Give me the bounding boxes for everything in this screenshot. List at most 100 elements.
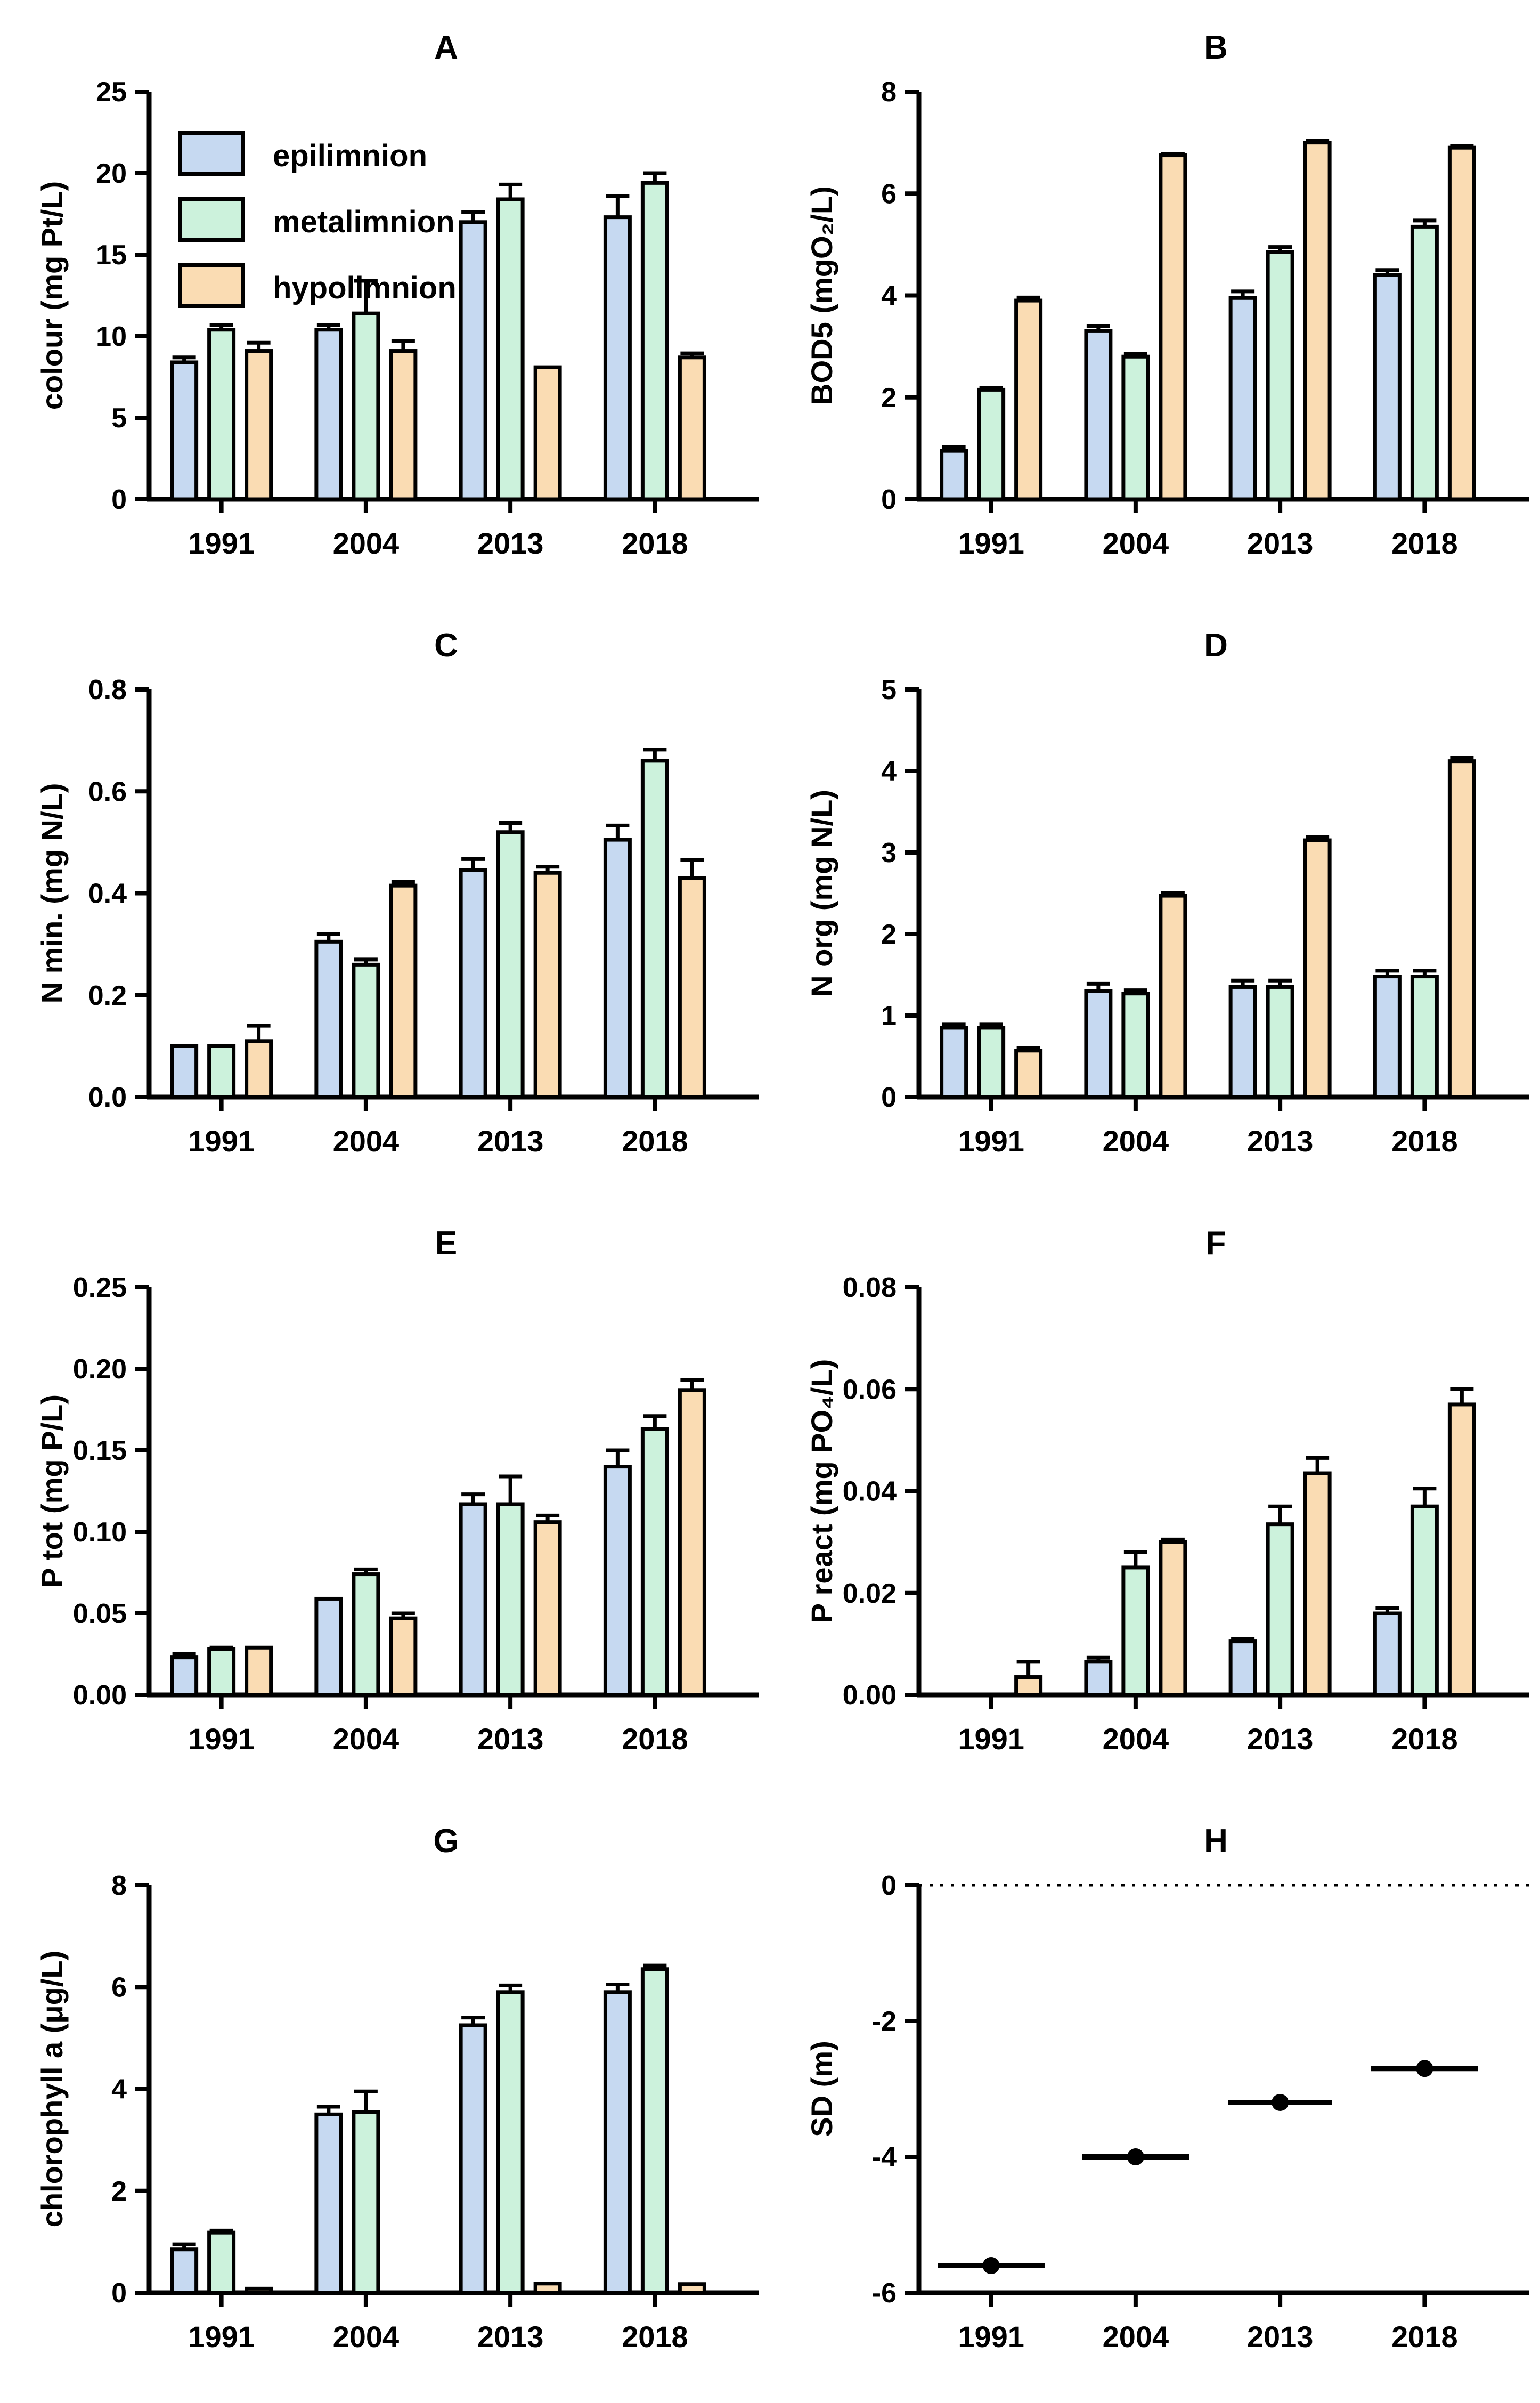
bar-hypolimnion-2018 xyxy=(1447,145,1476,501)
y-tick-label: 0 xyxy=(111,2278,127,2309)
bar-epilimnion-1991 xyxy=(940,449,968,501)
bar-metalimnion-1991 xyxy=(207,2230,236,2295)
x-tick-label: 2004 xyxy=(333,1124,400,1158)
panel-H: H SD (m) 0 -2 -4 -6 1991 2004 2013 2018 xyxy=(794,1805,1540,2403)
y-tick-label: 1 xyxy=(881,1001,897,1032)
panel-B: B BOD5 (mgO₂/L) 0 2 4 6 8 1991 2004 2013 2018 xyxy=(794,12,1540,610)
bar-hypolimnion-1991 xyxy=(1014,1049,1043,1099)
bar-metalimnion-2013 xyxy=(496,830,525,1099)
y-tick-label: 0.00 xyxy=(73,1680,127,1711)
x-tick-label: 2013 xyxy=(1247,2320,1314,2353)
x-tick-label: 2004 xyxy=(333,1722,400,1756)
bar-epilimnion-2018 xyxy=(603,1465,632,1697)
bar-hypolimnion-1991 xyxy=(245,349,273,501)
chart-D: D N org (mg N/L) 0 1 2 3 4 5 1991 2004 2013 2018 xyxy=(805,627,1529,1158)
bar-epilimnion-1991 xyxy=(170,360,199,501)
bar-epilimnion-1991 xyxy=(170,2247,199,2295)
bar-hypolimnion-2013 xyxy=(1303,1471,1332,1697)
bar-epilimnion-2018 xyxy=(1373,1611,1402,1697)
y-tick-label: 15 xyxy=(96,240,127,271)
y-tick-label: 4 xyxy=(881,756,897,787)
data-point-2004 xyxy=(1127,2148,1144,2165)
panel-title-B: B xyxy=(1204,29,1228,66)
bar-metalimnion-2013 xyxy=(1266,985,1294,1099)
x-tick-label: 1991 xyxy=(188,2320,255,2353)
bar-metalimnion-2013 xyxy=(496,197,525,501)
y-tick-label: -6 xyxy=(872,2278,897,2309)
legend-swatch-epilimnion xyxy=(178,131,245,176)
panel-title-D: D xyxy=(1204,627,1228,664)
bar-epilimnion-2004 xyxy=(1084,329,1113,501)
y-axis-label: chlorophyll a (μg/L) xyxy=(35,1951,69,2228)
y-tick-label: 3 xyxy=(881,838,897,868)
chart-H: H SD (m) 0 -2 -4 -6 1991 2004 2013 2018 xyxy=(805,1823,1529,2353)
x-tick-label: 2013 xyxy=(477,1722,544,1756)
y-tick-label: 0.2 xyxy=(88,980,127,1011)
bar-hypolimnion-1991 xyxy=(245,1039,273,1099)
x-tick-label: 2004 xyxy=(1103,526,1169,560)
y-tick-label: 20 xyxy=(96,158,127,189)
y-axis-label: BOD5 (mgO₂/L) xyxy=(805,186,838,405)
x-tick-label: 2018 xyxy=(1391,526,1458,560)
bar-epilimnion-2004 xyxy=(314,1596,343,1697)
bar-epilimnion-2013 xyxy=(1228,1639,1257,1697)
panel-F: F P react (mg PO₄/L) 0.00 0.02 0.04 0.06 0.08 1… xyxy=(794,1207,1540,1805)
bar-metalimnion-2004 xyxy=(352,2110,380,2295)
y-tick-label: 0.02 xyxy=(843,1578,897,1609)
x-tick-label: 2018 xyxy=(1391,2320,1458,2353)
y-tick-label: 5 xyxy=(881,675,897,705)
y-tick-label: 8 xyxy=(111,1870,127,1901)
x-tick-label: 1991 xyxy=(958,526,1024,560)
bar-metalimnion-2004 xyxy=(352,1572,380,1697)
y-tick-label: 0.08 xyxy=(843,1272,897,1303)
y-axis-label: N org (mg N/L) xyxy=(805,790,838,997)
x-tick-label: 2018 xyxy=(1391,1722,1458,1756)
x-tick-label: 2013 xyxy=(477,1124,544,1158)
x-tick-label: 2004 xyxy=(1103,1722,1169,1756)
bar-hypolimnion-2004 xyxy=(1159,894,1187,1099)
x-tick-label: 2018 xyxy=(622,1722,688,1756)
bar-hypolimnion-2018 xyxy=(678,2282,706,2295)
x-tick-label: 2004 xyxy=(333,526,400,560)
panel-C: C N min. (mg N/L) 0.0 0.2 0.4 0.6 0.8 1991 2004 2… xyxy=(24,610,794,1207)
bar-metalimnion-2013 xyxy=(496,1502,525,1697)
bar-epilimnion-1991 xyxy=(170,1655,199,1697)
y-tick-label: 2 xyxy=(881,919,897,950)
y-tick-label: 0.4 xyxy=(88,879,127,910)
bar-epilimnion-2013 xyxy=(1228,985,1257,1099)
bar-hypolimnion-2018 xyxy=(678,355,706,501)
legend-label-epilimnion: epilimnion xyxy=(273,139,427,173)
bar-epilimnion-2013 xyxy=(459,220,487,501)
bar-hypolimnion-2013 xyxy=(533,871,562,1099)
y-tick-label: 0 xyxy=(881,1082,897,1113)
panel-title-A: A xyxy=(434,29,458,66)
bar-epilimnion-2013 xyxy=(459,2023,487,2295)
y-tick-label: 0.04 xyxy=(843,1476,897,1507)
bar-hypolimnion-2018 xyxy=(678,1388,706,1697)
y-tick-label: 0.6 xyxy=(88,776,127,807)
bar-hypolimnion-2018 xyxy=(1447,759,1476,1099)
y-tick-label: 0.05 xyxy=(73,1598,127,1629)
bar-metalimnion-2004 xyxy=(352,962,380,1099)
bar-metalimnion-1991 xyxy=(207,1044,236,1099)
x-tick-label: 2013 xyxy=(1247,526,1314,560)
y-tick-label: 10 xyxy=(96,321,127,352)
data-point-2013 xyxy=(1272,2094,1289,2111)
bar-epilimnion-1991 xyxy=(940,1026,968,1099)
y-axis-label: SD (m) xyxy=(805,2041,838,2137)
y-tick-label: 8 xyxy=(881,77,897,108)
bar-hypolimnion-2013 xyxy=(1303,141,1332,501)
x-tick-label: 1991 xyxy=(958,1722,1024,1756)
y-tick-label: 0.20 xyxy=(73,1354,127,1385)
y-tick-label: 25 xyxy=(96,77,127,108)
chart-B: B BOD5 (mgO₂/L) 0 2 4 6 8 1991 2004 2013 2018 xyxy=(805,29,1529,560)
y-tick-label: 5 xyxy=(111,403,127,434)
bar-metalimnion-2018 xyxy=(1410,224,1439,501)
y-tick-label: 0.0 xyxy=(88,1082,127,1113)
bar-metalimnion-2004 xyxy=(1121,1565,1150,1697)
panel-title-G: G xyxy=(433,1823,459,1860)
x-tick-label: 1991 xyxy=(188,1124,255,1158)
panel-title-E: E xyxy=(435,1225,457,1262)
x-tick-label: 1991 xyxy=(958,1124,1024,1158)
y-axis-label: colour (mg Pt/L) xyxy=(35,181,69,410)
